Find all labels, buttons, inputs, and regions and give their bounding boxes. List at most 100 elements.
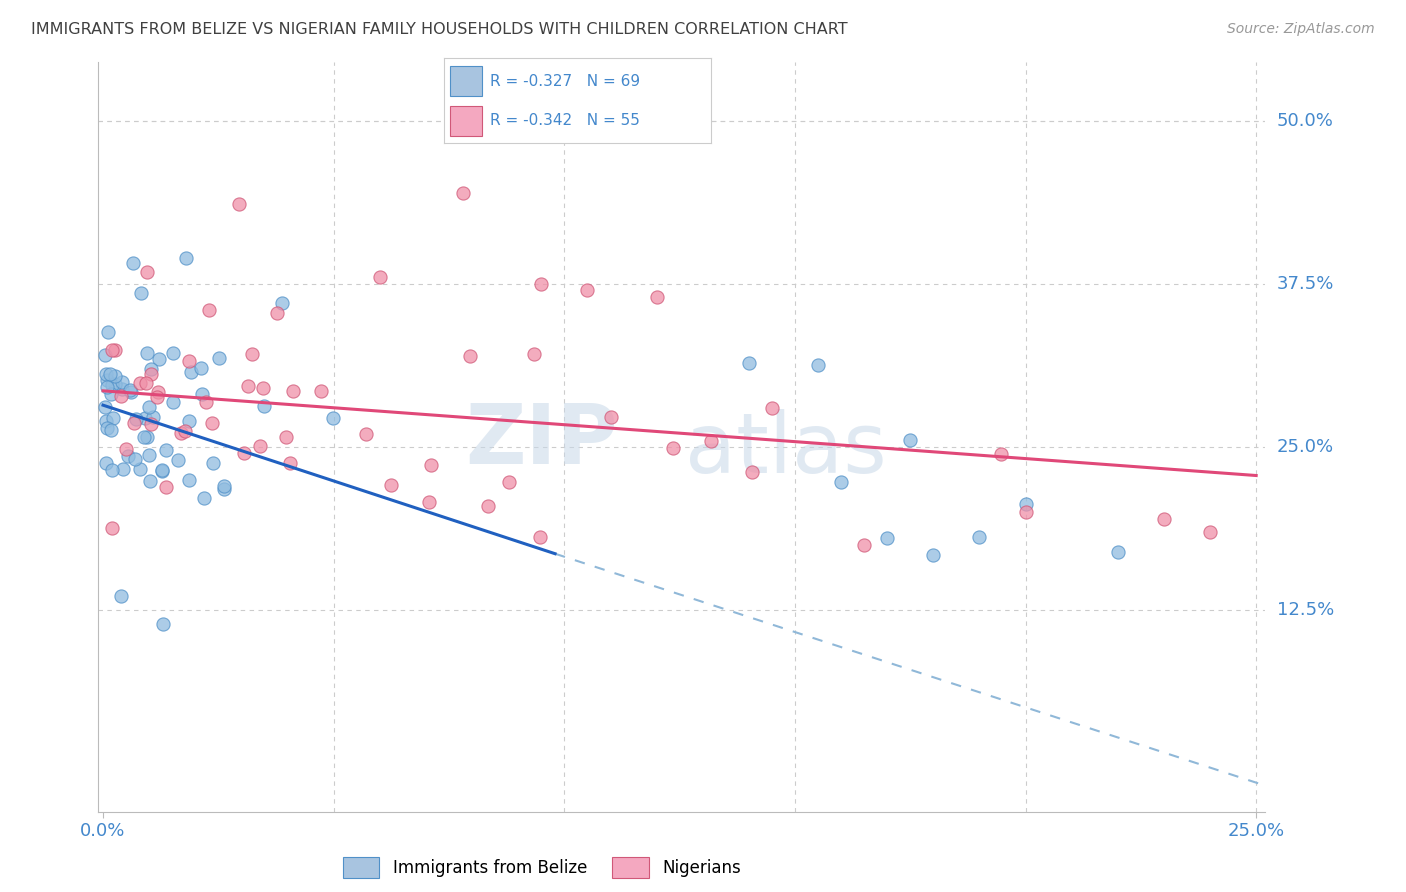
Text: 12.5%: 12.5%: [1277, 600, 1334, 619]
Point: [853, 538, 876, 552]
Point: [807, 358, 830, 372]
Point: [898, 433, 921, 447]
Text: 37.5%: 37.5%: [1277, 275, 1334, 293]
Point: [177, 473, 200, 487]
Point: [180, 364, 202, 378]
Point: [529, 530, 551, 544]
Point: [139, 368, 162, 382]
Point: [253, 399, 276, 413]
Point: [922, 548, 945, 562]
Point: [212, 478, 235, 492]
Point: [93, 348, 115, 362]
Point: [271, 295, 294, 310]
Point: [104, 369, 127, 384]
Point: [252, 381, 274, 395]
Point: [124, 412, 146, 426]
Point: [135, 376, 157, 390]
Point: [136, 430, 159, 444]
Point: [98, 367, 121, 381]
Point: [104, 343, 127, 358]
Point: [523, 347, 546, 361]
Point: [96, 414, 118, 428]
Point: [741, 465, 763, 479]
Point: [148, 351, 170, 366]
Point: [101, 521, 124, 535]
Point: [120, 383, 142, 397]
Point: [155, 480, 177, 494]
Point: [451, 186, 474, 200]
Point: [100, 378, 122, 392]
Point: [122, 417, 145, 431]
Point: [368, 270, 391, 285]
Point: [418, 495, 440, 509]
Point: [876, 531, 898, 545]
Point: [101, 411, 124, 425]
Point: [129, 286, 152, 301]
Point: [97, 325, 120, 339]
Point: [266, 306, 288, 320]
Point: [969, 530, 991, 544]
Point: [141, 417, 163, 431]
Point: [190, 387, 212, 401]
Point: [645, 290, 668, 304]
Text: ZIP: ZIP: [465, 400, 617, 481]
Point: [150, 463, 173, 477]
Point: [1153, 511, 1175, 525]
Point: [124, 452, 146, 467]
Point: [150, 464, 173, 478]
Point: [152, 616, 174, 631]
Text: 50.0%: 50.0%: [1277, 112, 1333, 130]
Text: R = -0.342   N = 55: R = -0.342 N = 55: [489, 113, 640, 128]
Point: [1107, 545, 1129, 559]
Point: [990, 447, 1012, 461]
Point: [190, 361, 212, 376]
Point: [236, 379, 259, 393]
Point: [139, 362, 162, 376]
Point: [249, 439, 271, 453]
Point: [111, 382, 134, 396]
Point: [110, 589, 132, 603]
Point: [599, 410, 621, 425]
Point: [96, 421, 118, 435]
Point: [162, 395, 184, 409]
Text: IMMIGRANTS FROM BELIZE VS NIGERIAN FAMILY HOUSEHOLDS WITH CHILDREN CORRELATION C: IMMIGRANTS FROM BELIZE VS NIGERIAN FAMIL…: [31, 22, 848, 37]
Point: [228, 197, 250, 211]
Point: [138, 400, 160, 414]
Point: [661, 441, 683, 455]
Point: [1199, 524, 1222, 539]
Point: [101, 343, 124, 357]
Point: [212, 483, 235, 497]
Point: [576, 284, 599, 298]
Point: [761, 401, 783, 415]
Point: [420, 458, 443, 472]
Point: [155, 442, 177, 457]
Point: [138, 449, 160, 463]
Point: [202, 457, 225, 471]
Point: [101, 463, 124, 477]
Point: [146, 384, 169, 399]
Point: [96, 367, 118, 381]
Point: [174, 251, 197, 265]
Text: 25.0%: 25.0%: [1277, 438, 1334, 456]
Point: [177, 353, 200, 368]
Point: [194, 395, 217, 409]
Point: [1014, 497, 1036, 511]
Point: [458, 349, 481, 363]
Point: [94, 400, 117, 414]
Point: [477, 499, 499, 513]
Point: [309, 384, 332, 399]
Point: [170, 425, 193, 440]
Point: [104, 377, 127, 392]
Point: [283, 384, 305, 398]
FancyBboxPatch shape: [450, 67, 482, 96]
Point: [100, 423, 122, 437]
Point: [380, 477, 402, 491]
Point: [139, 475, 162, 489]
Point: [162, 346, 184, 360]
Point: [122, 256, 145, 270]
Point: [129, 376, 152, 390]
Point: [146, 390, 169, 404]
Text: atlas: atlas: [685, 409, 887, 490]
Point: [830, 475, 852, 489]
Point: [1014, 505, 1036, 519]
